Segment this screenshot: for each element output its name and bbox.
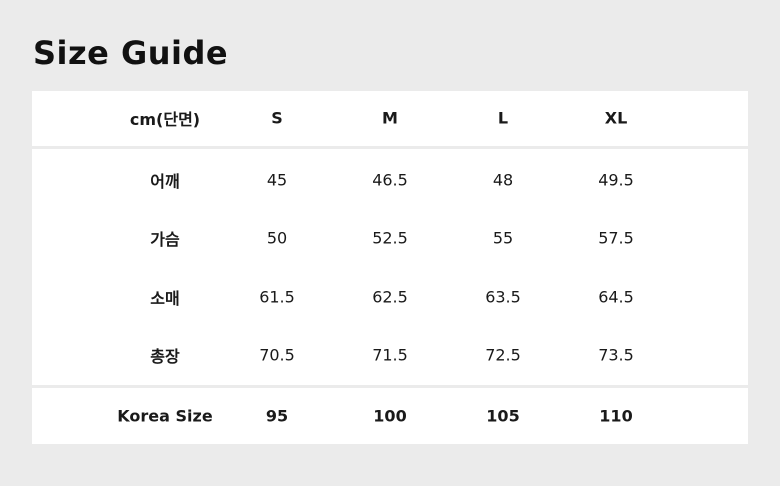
cell: 61.5 <box>259 287 295 307</box>
cell: 64.5 <box>598 287 634 307</box>
cell: 57.5 <box>598 228 634 248</box>
korea-size-xl: 110 <box>599 406 633 426</box>
header-size-xl: XL <box>604 108 628 128</box>
cell: 63.5 <box>485 287 521 307</box>
header-size-l: L <box>497 108 509 128</box>
korea-size-s: 95 <box>265 406 289 426</box>
row-label: 소매 <box>150 289 180 308</box>
row-label: 총장 <box>150 347 180 366</box>
korea-size-m: 100 <box>373 406 407 426</box>
table-footer: Korea Size 95 100 105 110 <box>32 388 748 444</box>
table-header: cm(단면) S M L XL <box>32 91 748 146</box>
cell: 49.5 <box>598 170 634 190</box>
header-size-m: M <box>382 108 398 128</box>
page-title: Size Guide <box>33 34 229 72</box>
korea-size-l: 105 <box>486 406 520 426</box>
cell: 72.5 <box>485 345 521 365</box>
table-body: 어깨 45 46.5 48 49.5 가슴 50 52.5 55 57.5 소매… <box>32 149 748 385</box>
header-size-s: S <box>271 108 283 128</box>
header-unit: cm(단면) <box>129 110 201 129</box>
cell: 70.5 <box>259 345 295 365</box>
row-label: 어깨 <box>150 172 180 191</box>
cell: 48 <box>492 170 514 190</box>
cell: 46.5 <box>372 170 408 190</box>
row-label: 가슴 <box>150 230 180 249</box>
cell: 73.5 <box>598 345 634 365</box>
footer-label: Korea Size <box>117 406 213 426</box>
cell: 50 <box>266 228 288 248</box>
cell: 55 <box>492 228 514 248</box>
cell: 45 <box>266 170 288 190</box>
cell: 52.5 <box>372 228 408 248</box>
cell: 62.5 <box>372 287 408 307</box>
cell: 71.5 <box>372 345 408 365</box>
